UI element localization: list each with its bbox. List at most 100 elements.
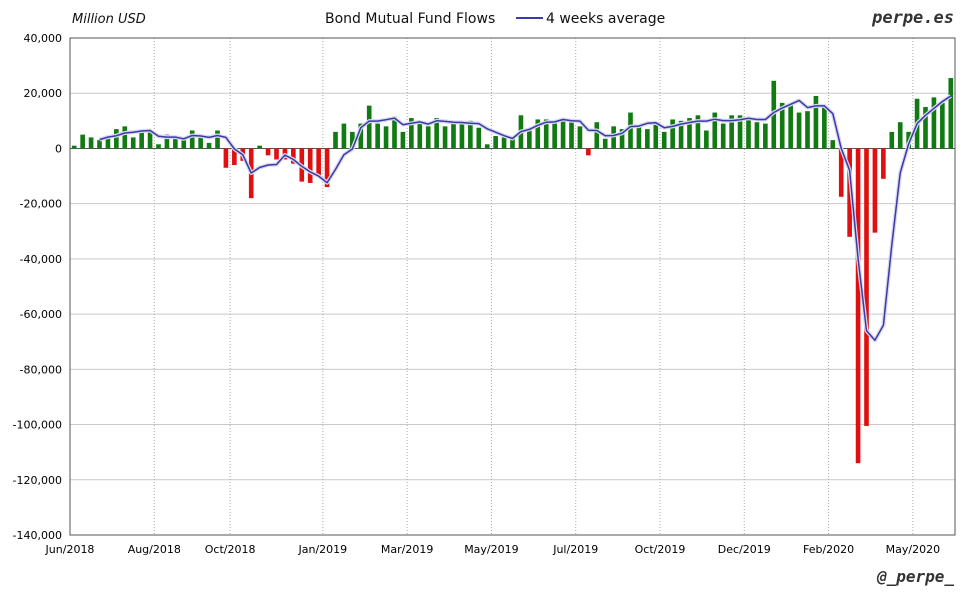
bar: [80, 134, 85, 149]
bar: [720, 123, 726, 149]
x-axis-ticks: Jun/2018 Aug/2018 Oct/2018 Jan/2019 Mar/2019…: [45, 543, 941, 556]
bar: [71, 145, 77, 149]
bar: [105, 136, 111, 149]
bar: [484, 144, 490, 149]
bar: [704, 130, 709, 149]
x-tick-label: May/2019: [464, 543, 518, 556]
bar: [897, 122, 903, 149]
bar: [889, 131, 895, 149]
legend-label: 4 weeks average: [546, 11, 665, 27]
bar: [164, 134, 170, 149]
bar: [653, 124, 659, 149]
bar: [375, 123, 380, 149]
bar: [232, 148, 237, 166]
y-unit-label: Million USD: [72, 12, 146, 27]
bar: [577, 126, 583, 149]
bar: [796, 112, 802, 149]
bar: [737, 115, 743, 149]
bar: [830, 140, 836, 149]
bar: [468, 120, 473, 149]
bar: [341, 123, 347, 149]
bar: [645, 129, 650, 149]
bar: [476, 127, 482, 149]
bar: [434, 118, 439, 149]
x-tick-label: Oct/2019: [635, 543, 686, 556]
bar: [198, 137, 203, 149]
bar: [535, 119, 541, 149]
bar: [805, 111, 810, 149]
x-tick-label: Feb/2020: [803, 543, 854, 556]
bar: [636, 124, 642, 149]
bar: [923, 107, 928, 149]
bar: [417, 120, 423, 149]
bar: [206, 142, 212, 149]
bar: [409, 118, 414, 149]
bar: [687, 118, 692, 149]
bar: [358, 123, 364, 149]
x-tick-label: Dec/2019: [718, 543, 771, 556]
bar: [855, 148, 861, 464]
bar: [661, 131, 667, 149]
bar: [257, 145, 262, 149]
average-line: [99, 95, 952, 342]
bar: [425, 126, 431, 149]
y-tick-label: -40,000: [20, 253, 62, 266]
bar: [872, 148, 878, 233]
bar: [695, 115, 701, 149]
bar: [88, 137, 94, 149]
bar: [291, 148, 296, 164]
bar: [147, 131, 153, 149]
x-tick-label: Mar/2019: [381, 543, 433, 556]
author-handle: @_perpe_: [876, 567, 954, 586]
bar: [822, 107, 827, 149]
bar: [746, 119, 751, 149]
bar: [594, 122, 600, 149]
x-tick-label: May/2020: [886, 543, 940, 556]
bar: [493, 136, 498, 149]
y-axis-ticks: 40,000 20,000 0 -20,000 -40,000 -60,000 -80,00…: [13, 32, 62, 542]
bar: [392, 116, 397, 149]
bar: [316, 148, 321, 177]
bar: [307, 148, 313, 183]
bar: [527, 129, 532, 149]
bar: [366, 105, 372, 149]
bar: [400, 131, 406, 149]
bar: [181, 138, 187, 149]
bar: [333, 131, 338, 149]
bar: [712, 112, 718, 149]
x-tick-label: Jan/2019: [298, 543, 348, 556]
bar: [838, 148, 844, 197]
average-line-series: [98, 94, 952, 343]
bar: [813, 95, 819, 149]
bar: [189, 130, 195, 149]
bar: [619, 129, 625, 149]
bar: [788, 104, 793, 149]
bar: [881, 148, 886, 179]
y-tick-label: -20,000: [20, 198, 62, 211]
bar: [122, 126, 128, 149]
bar: [628, 112, 633, 149]
bar: [940, 102, 945, 149]
bar: [139, 131, 144, 149]
bar: [763, 123, 768, 149]
y-tick-label: 40,000: [24, 32, 63, 45]
bar: [274, 148, 279, 160]
y-tick-label: 0: [55, 142, 62, 155]
bar: [173, 137, 178, 149]
x-tick-label: Aug/2018: [128, 543, 181, 556]
bar: [97, 140, 102, 149]
bar: [552, 120, 557, 149]
bar: [543, 119, 549, 149]
bar: [569, 119, 574, 149]
bar: [864, 148, 869, 426]
x-tick-label: Oct/2018: [205, 543, 256, 556]
bar: [156, 144, 161, 149]
y-tick-label: 20,000: [24, 87, 63, 100]
bar: [442, 126, 448, 149]
plot-frame: [69, 37, 956, 536]
y-tick-label: -100,000: [13, 419, 62, 432]
y-tick-label: -80,000: [20, 363, 62, 376]
bar: [383, 126, 389, 149]
bar: [670, 119, 675, 149]
